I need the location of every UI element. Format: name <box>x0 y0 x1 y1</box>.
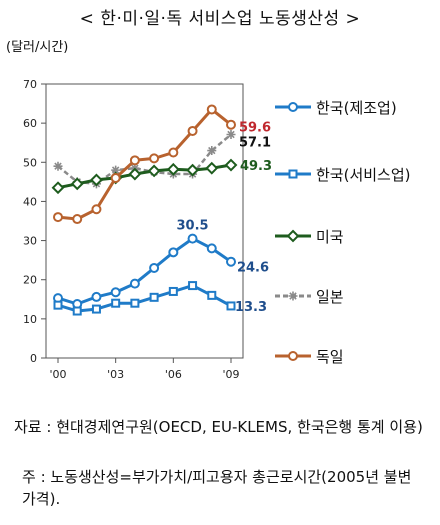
data-label: 24.6 <box>237 261 269 276</box>
legend-label: 한국(제조업) <box>316 99 397 117</box>
data-point <box>149 262 160 273</box>
data-point <box>91 204 102 215</box>
x-tick-label: '06 <box>165 368 182 381</box>
data-point <box>72 214 83 225</box>
chart-title: < 한·미·일·독 서비스업 노동생산성 > <box>79 9 361 29</box>
source-note: 자료 : 현대경제연구원(OECD, EU-KLEMS, 한국은행 통계 이용) <box>14 418 423 436</box>
data-point <box>187 233 198 244</box>
data-label: 13.3 <box>235 300 267 315</box>
x-tick-label: '03 <box>107 368 124 381</box>
footnote: 주 : 노동생산성=부가가치/피고용자 총근로시간(2005년 불변가격). <box>22 468 412 508</box>
data-point <box>128 167 142 181</box>
data-point <box>110 172 121 183</box>
data-point <box>53 161 63 171</box>
x-tick-label: '09 <box>222 368 239 381</box>
data-point <box>111 298 121 308</box>
data-point <box>187 125 198 136</box>
legend-label: 일본 <box>316 288 344 306</box>
data-point <box>168 147 179 158</box>
series-line <box>57 237 232 306</box>
legend-label: 한국(서비스업) <box>316 166 411 184</box>
data-point <box>72 306 82 316</box>
data-label: 30.5 <box>177 219 209 234</box>
data-point <box>288 102 298 112</box>
data-point <box>168 247 179 258</box>
data-point <box>91 304 101 314</box>
series-line <box>57 284 232 313</box>
data-point <box>111 165 121 175</box>
legend-label: 독일 <box>316 348 344 366</box>
data-point <box>129 155 140 166</box>
data-point <box>149 153 160 164</box>
y-tick-label: 30 <box>23 235 37 248</box>
data-point <box>224 158 238 172</box>
data-point <box>205 161 219 175</box>
data-point <box>207 146 217 156</box>
data-point <box>226 129 236 139</box>
data-point <box>226 301 236 311</box>
data-point <box>186 163 199 177</box>
data-point <box>130 298 140 308</box>
unit-label: (달러/시간) <box>6 40 69 55</box>
data-point <box>206 243 217 254</box>
data-point <box>53 212 63 223</box>
data-point <box>288 351 298 361</box>
data-point <box>288 169 298 179</box>
data-point <box>147 164 161 178</box>
data-point <box>226 256 236 267</box>
x-tick-label: '00 <box>49 368 66 381</box>
line-chart: 0 10 20 30 40 50 60 70 '00 '03 '06 '09 59.657.1 49.3 3… <box>23 78 411 381</box>
y-tick-label: 10 <box>23 313 37 326</box>
data-label: 59.6 <box>239 121 271 136</box>
data-point <box>53 300 63 310</box>
data-point <box>166 162 180 176</box>
legend-label: 미국 <box>316 228 344 246</box>
data-label: 57.1 <box>239 135 271 150</box>
data-point <box>188 281 198 291</box>
y-tick-label: 0 <box>30 352 37 365</box>
plot-frame <box>45 83 244 359</box>
series-line <box>57 163 232 190</box>
data-point <box>288 291 298 301</box>
data-point <box>149 292 159 302</box>
y-tick-label: 50 <box>23 156 37 169</box>
data-point <box>91 291 102 302</box>
y-tick-label: 20 <box>23 274 37 287</box>
data-point <box>110 287 121 298</box>
data-label: 49.3 <box>240 159 272 174</box>
series-line <box>57 107 232 221</box>
y-tick-label: 70 <box>23 78 37 91</box>
data-point <box>206 104 217 115</box>
data-point <box>207 290 217 300</box>
data-point <box>70 177 84 191</box>
data-point <box>129 278 140 289</box>
y-tick-label: 60 <box>23 117 37 130</box>
data-point <box>286 229 300 243</box>
data-point <box>51 181 65 195</box>
y-tick-label: 40 <box>23 195 37 208</box>
data-point <box>226 119 236 130</box>
data-point <box>168 286 178 296</box>
data-point <box>90 173 103 187</box>
